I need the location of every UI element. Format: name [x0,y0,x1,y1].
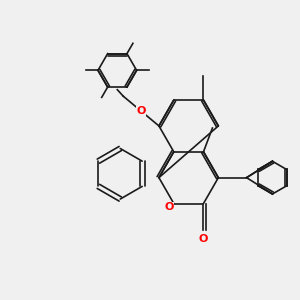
Text: O: O [199,234,208,244]
Text: O: O [136,106,146,116]
Text: O: O [165,202,174,212]
